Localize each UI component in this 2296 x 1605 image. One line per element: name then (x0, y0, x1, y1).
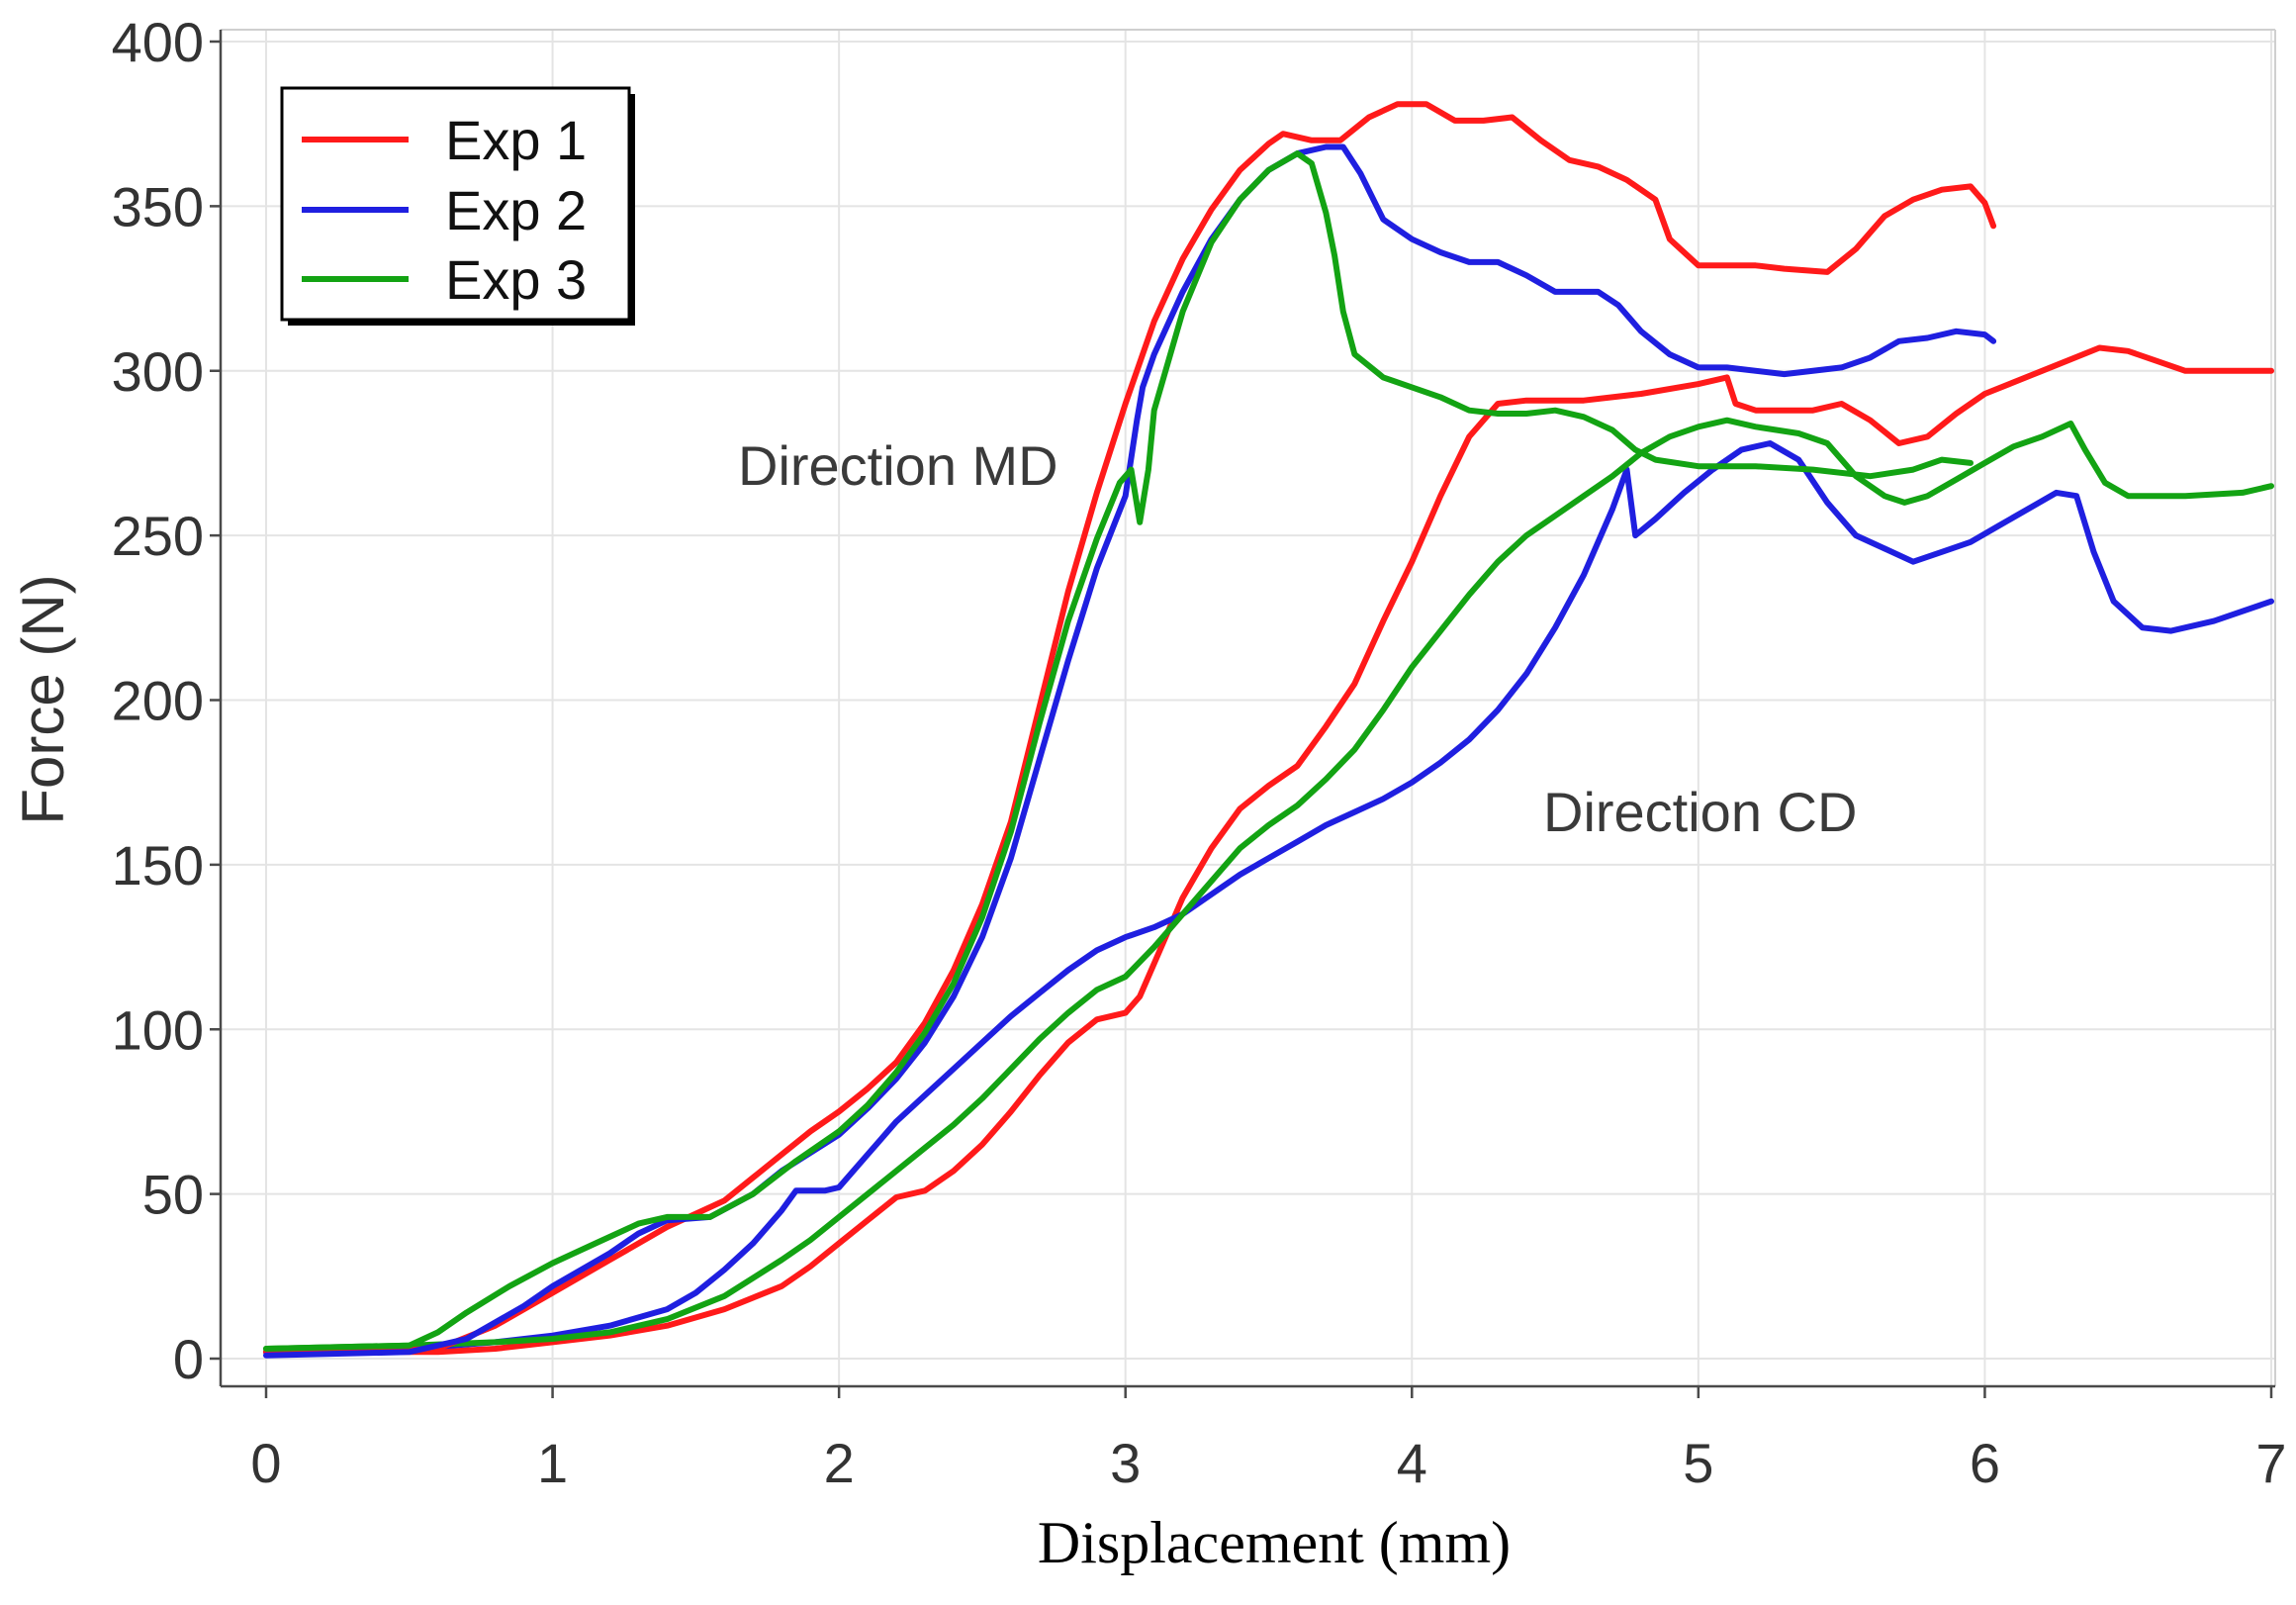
series-exp-2-md-line (263, 143, 1997, 1359)
y-tick-label-300: 300 (112, 340, 204, 403)
y-tick-label-50: 50 (142, 1164, 204, 1226)
y-tick-label-350: 350 (112, 175, 204, 237)
legend-label-exp-1: Exp 1 (445, 109, 587, 171)
annotation-direction-cd: Direction CD (1543, 781, 1857, 843)
x-axis-label: Displacement (mm) (1038, 1510, 1511, 1575)
annotation-direction-md: Direction MD (738, 434, 1058, 497)
series-exp-1-cd-line (263, 344, 2274, 1356)
y-tick-label-400: 400 (112, 11, 204, 73)
legend-entry-exp-3: Exp 3 (302, 248, 587, 311)
x-tick-label-4: 4 (1397, 1432, 1427, 1494)
y-tick-label-0: 0 (173, 1328, 204, 1390)
x-tick-label-0: 0 (250, 1432, 281, 1494)
y-tick-label-150: 150 (112, 834, 204, 897)
y-axis-label: Force (N) (10, 574, 76, 824)
legend: Exp 1 Exp 2 Exp 3 (280, 86, 635, 326)
legend-entry-exp-2: Exp 2 (302, 179, 587, 241)
series-exp-3-md-line (263, 150, 1974, 1352)
series-exp-2-cd-line (263, 440, 2274, 1356)
x-tick-label-1: 1 (537, 1432, 568, 1494)
axes-frame (219, 29, 2276, 1388)
series-exp-3-cd-line (263, 417, 2274, 1352)
legend-label-exp-3: Exp 3 (445, 248, 587, 311)
legend-entry-exp-1: Exp 1 (302, 109, 587, 171)
gridlines (221, 30, 2275, 1386)
series-exp-1-md-line (263, 101, 1997, 1356)
x-tick-label-3: 3 (1110, 1432, 1141, 1494)
x-tick-label-7: 7 (2255, 1432, 2286, 1494)
tick-labels: 0 1 2 3 4 5 6 7 0 50 100 150 200 250 300 350 400 (112, 11, 2287, 1494)
x-tick-label-6: 6 (1970, 1432, 2000, 1494)
data-series (263, 101, 2274, 1359)
y-tick-label-250: 250 (112, 505, 204, 567)
tick-marks (210, 40, 2273, 1398)
x-tick-label-2: 2 (824, 1432, 855, 1494)
legend-label-exp-2: Exp 2 (445, 179, 587, 241)
x-tick-label-5: 5 (1683, 1432, 1713, 1494)
y-tick-label-100: 100 (112, 998, 204, 1061)
y-tick-label-200: 200 (112, 670, 204, 732)
